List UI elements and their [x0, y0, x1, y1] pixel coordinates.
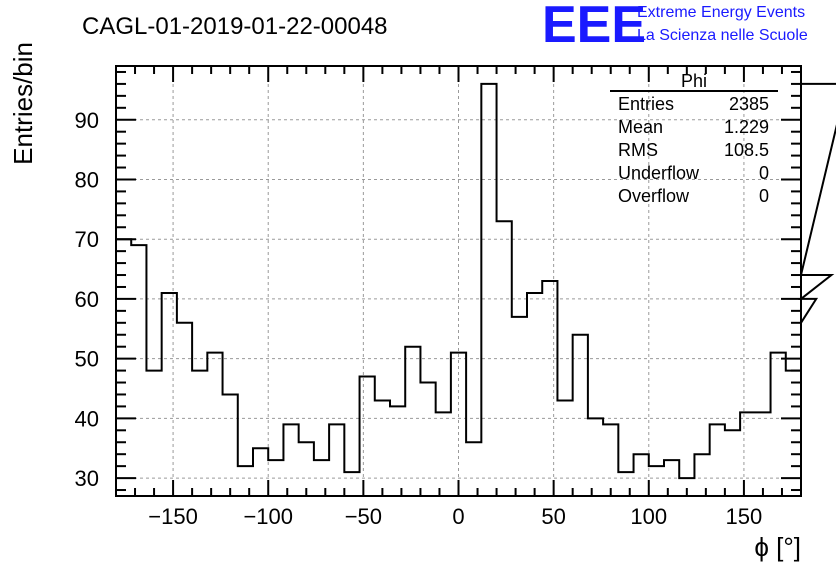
- stats-title: Phi: [681, 71, 707, 91]
- x-tick-label: 50: [541, 504, 565, 529]
- stats-box: Phi Entries 2385 Mean 1.229 RMS 108.5 Underflo…: [610, 71, 778, 206]
- logo-line-1: Extreme Energy Events: [637, 4, 805, 21]
- axis-ticks: [115, 66, 802, 496]
- logo-mark: EEE: [542, 0, 646, 54]
- stats-rows: Entries 2385 Mean 1.229 RMS 108.5 Underflow 0 Ov…: [618, 94, 769, 206]
- grid-lines: [116, 66, 801, 496]
- x-tick-label: −50: [345, 504, 382, 529]
- stats-row-value: 2385: [729, 94, 769, 114]
- eee-logo: EEE Extreme Energy Events La Scienza nel…: [542, 0, 808, 54]
- stats-row-value: 0: [759, 163, 769, 183]
- y-tick-label: 90: [75, 108, 99, 133]
- logo-line-2: La Scienza nelle Scuole: [637, 27, 808, 44]
- chart-title: CAGL-01-2019-01-22-00048: [82, 13, 388, 40]
- y-tick-label: 80: [75, 167, 99, 192]
- x-tick-label: 150: [726, 504, 763, 529]
- stats-row-value: 0: [759, 186, 769, 206]
- x-tick-labels: −150 −100 −50 0 50 100 150: [148, 504, 762, 529]
- y-tick-label: 50: [75, 347, 99, 372]
- x-tick-label: 100: [630, 504, 667, 529]
- plot-frame: [115, 65, 802, 497]
- stats-row-value: 108.5: [724, 140, 769, 160]
- x-tick-label: 0: [452, 504, 464, 529]
- stats-row-label: RMS: [618, 140, 658, 160]
- y-tick-label: 60: [75, 287, 99, 312]
- stats-row-value: 1.229: [724, 117, 769, 137]
- stats-row-label: Entries: [618, 94, 674, 114]
- y-axis-label: Entries/bin: [8, 42, 38, 165]
- y-tick-label: 70: [75, 227, 99, 252]
- stats-row-label: Overflow: [618, 186, 690, 206]
- stats-row-label: Mean: [618, 117, 663, 137]
- y-tick-labels: 30 40 50 60 70 80 90: [75, 108, 99, 491]
- histogram-line: [115, 82, 836, 496]
- x-tick-label: −100: [243, 504, 293, 529]
- x-axis-label: ϕ [°]: [754, 532, 801, 562]
- stats-row-label: Underflow: [618, 163, 700, 183]
- y-tick-label: 40: [75, 406, 99, 431]
- y-tick-label: 30: [75, 466, 99, 491]
- x-tick-label: −150: [148, 504, 198, 529]
